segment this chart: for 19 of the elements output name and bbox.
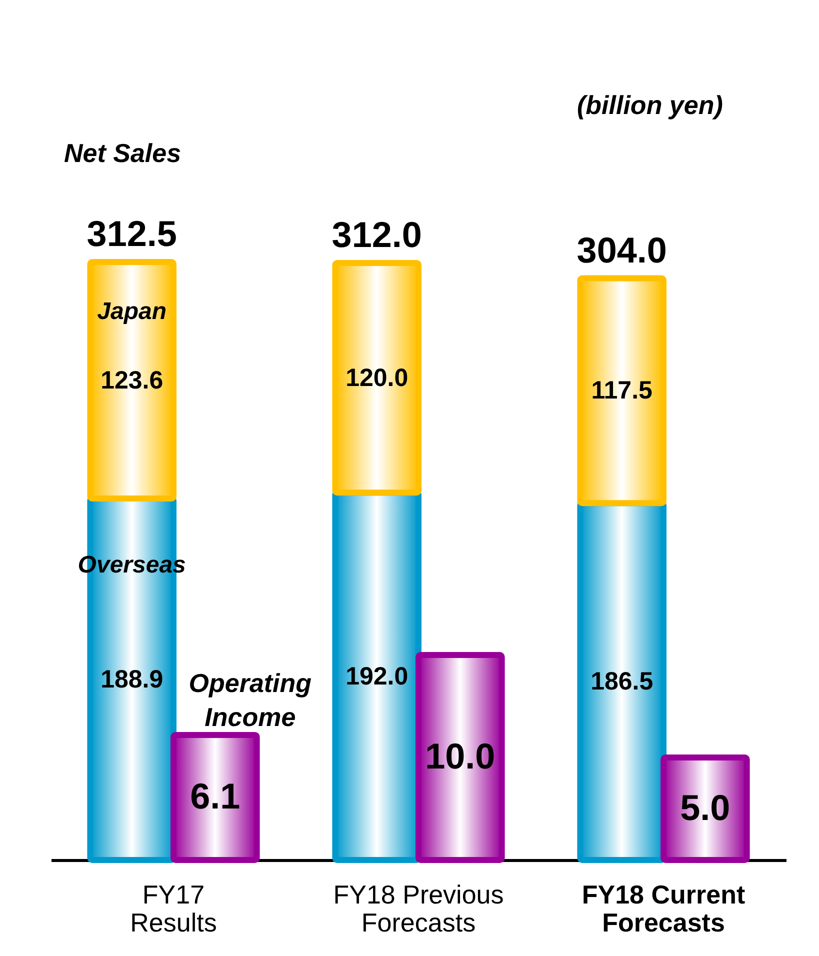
total-label: 304.0	[576, 229, 667, 270]
x-tick-label: FY18 Previous Forecasts	[333, 880, 504, 938]
data-label: 123.6	[100, 366, 164, 394]
data-label: 117.5	[591, 376, 653, 405]
total-label: 312.0	[332, 214, 422, 255]
text: (billion yen)	[577, 90, 723, 121]
data-label: 120.0	[346, 364, 408, 392]
data-label: 192.0	[346, 662, 408, 690]
x-tick-label: FY18 Current Forecasts	[582, 880, 746, 938]
text: Net Sales	[64, 138, 182, 169]
series-label: Operating Income	[188, 668, 312, 732]
x-tick-label: FY17 Results	[130, 880, 217, 938]
total-label: 312.5	[86, 213, 177, 254]
data-label: 5.0	[680, 786, 730, 828]
data-label: 186.5	[590, 668, 654, 696]
data-label: 6.1	[190, 775, 240, 816]
data-label: 188.9	[100, 665, 164, 694]
data-label: 10.0	[425, 736, 496, 776]
series-label: Japan	[97, 298, 167, 325]
